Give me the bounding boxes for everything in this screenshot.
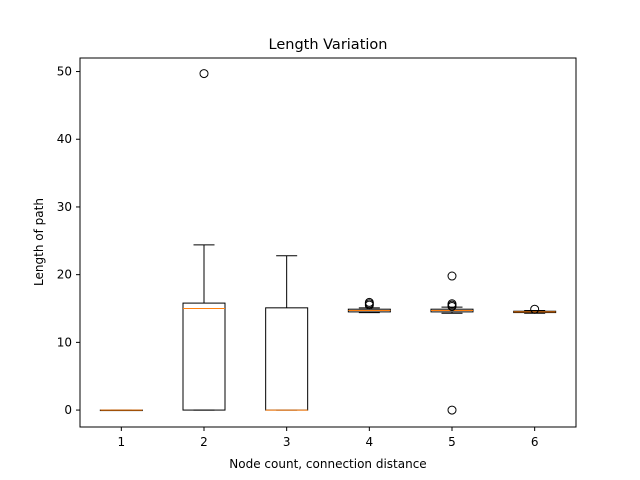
y-tick-label: 20 [57, 268, 72, 282]
flier-point [447, 271, 457, 281]
flier-point [447, 405, 457, 415]
x-axis-label: Node count, connection distance [229, 457, 426, 471]
flier-point [530, 304, 540, 314]
x-tick-label: 3 [283, 435, 291, 449]
y-tick-label: 30 [57, 200, 72, 214]
flier-point [199, 69, 209, 79]
x-tick-label: 6 [531, 435, 539, 449]
x-tick-label: 5 [448, 435, 456, 449]
flier-point [364, 297, 374, 307]
x-tick-label: 1 [118, 435, 126, 449]
x-tick-label: 4 [366, 435, 374, 449]
chart-title: Length Variation [269, 37, 388, 53]
y-tick-label: 50 [57, 65, 72, 79]
y-tick-label: 10 [57, 335, 72, 349]
y-tick-label: 0 [64, 403, 72, 417]
box [182, 302, 226, 411]
y-tick-label: 40 [57, 132, 72, 146]
flier-point [447, 299, 457, 309]
axes-frame [79, 57, 577, 428]
y-axis-label: Length of path [32, 198, 46, 286]
x-tick-label: 2 [200, 435, 208, 449]
